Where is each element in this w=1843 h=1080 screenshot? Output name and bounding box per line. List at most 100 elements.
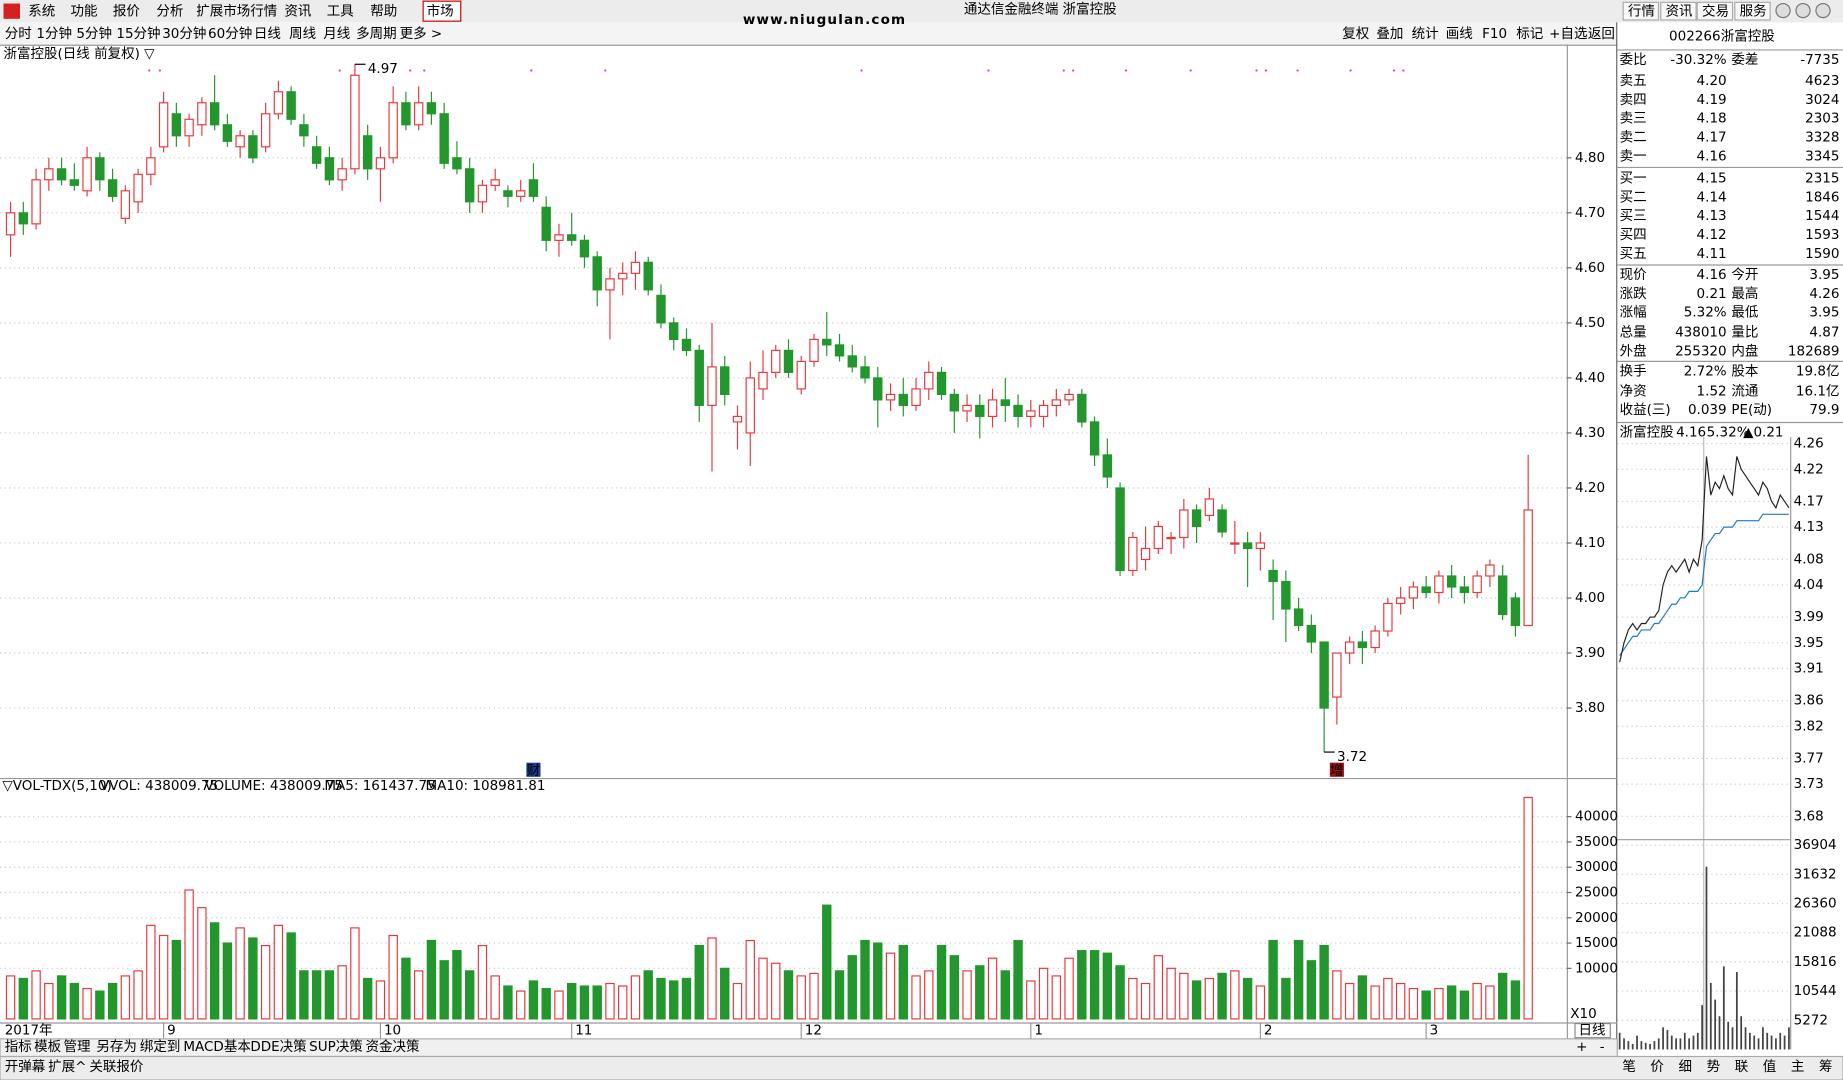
maximize[interactable] [1795, 2, 1811, 19]
volume-bar [464, 970, 475, 1020]
right-tab[interactable]: 价 [1650, 1059, 1664, 1075]
bottom-tab[interactable]: 绑定到 [140, 1039, 181, 1055]
window-controls[interactable] [1775, 2, 1831, 19]
candle-body [975, 404, 985, 418]
quote-cell: 79.9 [1809, 402, 1839, 418]
menu-item[interactable]: 分析 [156, 4, 183, 20]
menu-item[interactable]: 帮助 [370, 4, 397, 20]
right-tab[interactable]: 细 [1679, 1059, 1693, 1075]
status-item[interactable]: 开弹幕 [5, 1059, 46, 1075]
period-tab[interactable]: 15分钟 [116, 25, 160, 42]
right-tab[interactable]: 势 [1707, 1059, 1721, 1075]
tool-button[interactable]: 叠加 [1376, 26, 1403, 42]
top-button[interactable]: 交易 [1702, 3, 1729, 20]
tool-button[interactable]: 画线 [1446, 26, 1473, 42]
bottom-tab[interactable]: MACD基本 [183, 1038, 251, 1055]
period-tab[interactable]: 多周期 [356, 25, 397, 42]
right-tab[interactable]: 值 [1763, 1059, 1777, 1075]
tool-button[interactable]: 统计 [1412, 26, 1439, 42]
y-tick-label: 3.73 [1794, 776, 1824, 792]
volume-bar [567, 982, 577, 1020]
intraday-price: 4.16 [1676, 424, 1706, 440]
volume-bar [732, 982, 743, 1020]
y-tick-label: 4.40 [1575, 370, 1605, 386]
volume-bar [413, 970, 424, 1020]
bottom-tab[interactable]: 模板 [34, 1039, 62, 1055]
period-tab[interactable]: 更多 > [400, 25, 443, 42]
volume-bar [1319, 944, 1329, 1020]
tool-button[interactable]: 标记 [1516, 26, 1543, 42]
bottom-tab[interactable]: DDE决策 [250, 1038, 307, 1055]
period-tab[interactable]: 日线 [254, 26, 281, 42]
bottom-tab[interactable]: 资金决策 [366, 1038, 421, 1055]
quote-cell: 卖五 [1620, 73, 1647, 89]
tool-button[interactable]: 返回 [1588, 26, 1615, 42]
menu-item[interactable]: 资讯 [284, 4, 312, 20]
candle-body [1319, 641, 1329, 709]
volume-bar [1281, 977, 1291, 1020]
y-tick-label: 10000 [1575, 960, 1618, 976]
candle-body [1153, 525, 1164, 550]
top-button[interactable]: 服务 [1740, 4, 1767, 20]
quote-cell: 1593 [1805, 227, 1839, 243]
volume-bar [707, 937, 717, 1020]
menu-item[interactable]: 扩展市场行情 [196, 3, 277, 20]
volume-bar [860, 939, 870, 1020]
close[interactable] [1815, 2, 1831, 19]
right-tab[interactable]: 联 [1735, 1059, 1749, 1075]
period-tab[interactable]: 1分钟 [36, 25, 72, 42]
top-button[interactable]: 行情 [1628, 4, 1655, 20]
intraday-name: 浙富控股 [1620, 423, 1675, 440]
right-tab[interactable]: 笔 [1622, 1059, 1636, 1075]
menu-item[interactable]: 工具 [327, 4, 354, 20]
volume-bar [1077, 950, 1087, 1020]
volume-bar [1395, 982, 1406, 1020]
period-tab[interactable]: 周线 [289, 26, 316, 42]
candle-body [554, 234, 564, 241]
period-tab[interactable]: 月线 [323, 26, 350, 42]
volume-bar [1026, 980, 1036, 1020]
tool-button[interactable]: F10 [1482, 26, 1507, 42]
volume-bar [898, 944, 908, 1020]
y-tick-label: 3.82 [1794, 718, 1824, 734]
zoom-button[interactable]: + [1576, 1039, 1587, 1055]
candle-body [503, 190, 513, 197]
tool-button[interactable]: +自选 [1549, 26, 1588, 42]
period-tab[interactable]: 60分钟 [208, 25, 252, 42]
period-box: 日线 [1579, 1023, 1606, 1039]
volume-bar [847, 955, 857, 1020]
period-tab[interactable]: 30分钟 [162, 25, 206, 42]
y-tick-label: 15816 [1794, 954, 1837, 970]
right-tab[interactable]: 主 [1791, 1059, 1805, 1075]
right-tab[interactable]: 筹 [1819, 1058, 1833, 1075]
candle-body [1446, 575, 1457, 588]
candle-body [107, 179, 118, 197]
top-button[interactable]: 资讯 [1666, 4, 1694, 20]
candle-body [949, 393, 959, 412]
volume-bar [388, 934, 398, 1020]
candle-body [720, 366, 730, 395]
tool-button[interactable]: 复权 [1342, 25, 1370, 42]
stock-name: 浙富控股 [1721, 27, 1776, 44]
candle-body [1497, 575, 1508, 616]
volume-bar [95, 990, 105, 1020]
zoom-button[interactable]: - [1600, 1039, 1605, 1055]
market-button[interactable]: 市场 [427, 3, 454, 20]
quote-cell: 4.16 [1697, 148, 1727, 164]
bottom-tab[interactable]: 管理 [63, 1039, 91, 1055]
y-tick-label: 4.13 [1794, 519, 1824, 535]
menu-item[interactable]: 功能 [71, 4, 98, 20]
status-item[interactable]: 关联报价 [89, 1059, 144, 1075]
bottom-tab[interactable]: 指标 [5, 1039, 32, 1055]
status-item[interactable]: 扩展^ [48, 1059, 86, 1075]
menu-item[interactable]: 报价 [113, 4, 141, 20]
menu-item[interactable]: 系统 [28, 4, 55, 20]
period-tab[interactable]: 分时 [5, 26, 32, 42]
minimize[interactable] [1775, 2, 1791, 19]
quote-cell: -30.32% [1670, 52, 1727, 68]
bottom-tab[interactable]: 另存为 [96, 1039, 137, 1055]
bottom-tab[interactable]: SUP决策 [309, 1038, 363, 1055]
period-tab[interactable]: 5分钟 [76, 25, 112, 42]
candle-body [1268, 569, 1278, 583]
